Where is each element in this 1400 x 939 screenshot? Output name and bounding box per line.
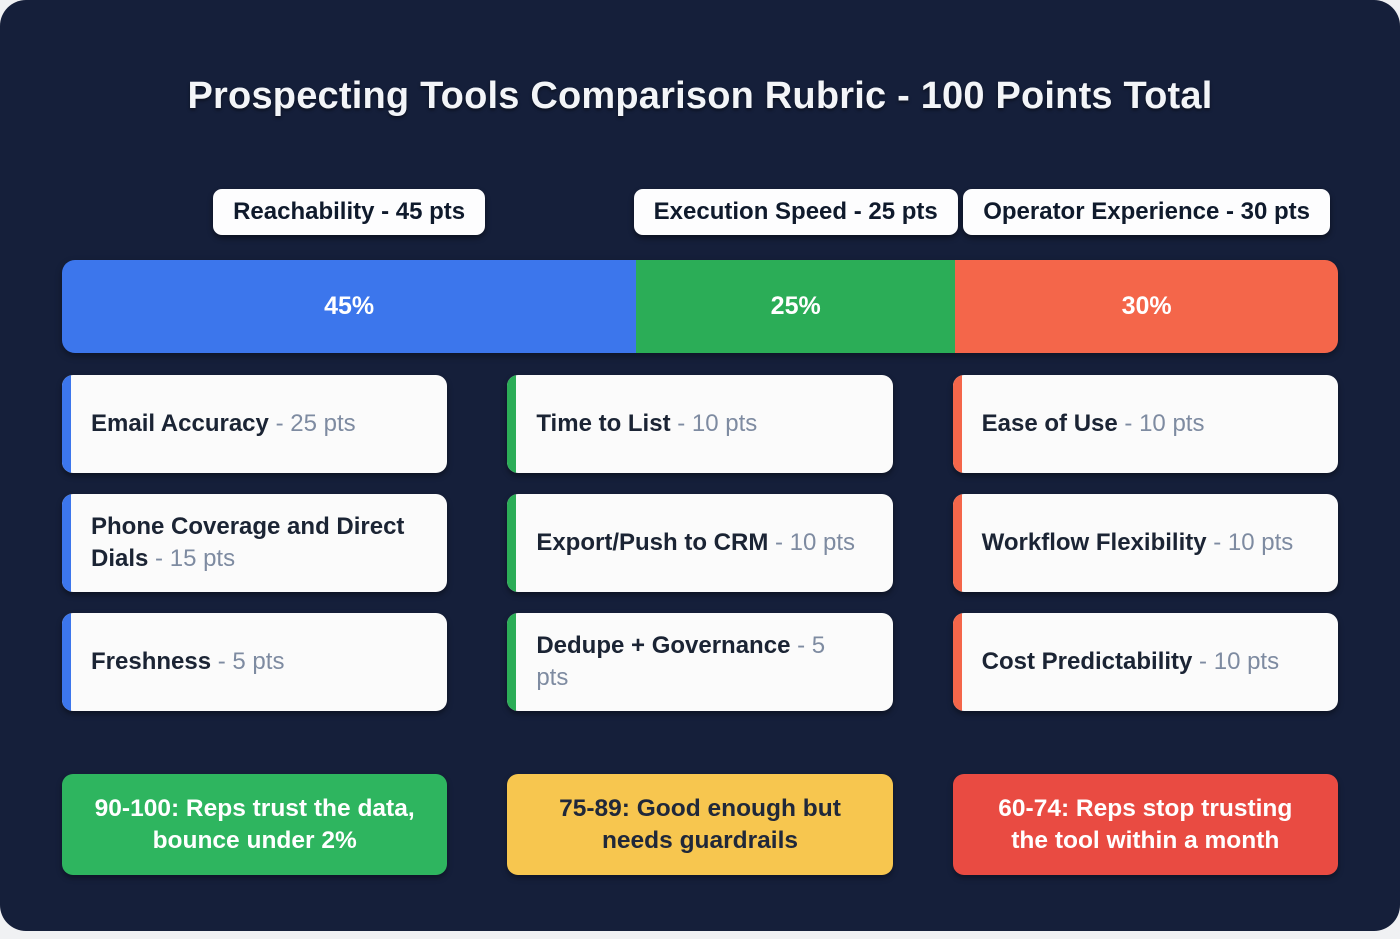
criterion-name: Dedupe + Governance bbox=[536, 631, 791, 659]
criterion-text: Export/Push to CRM - 10 pts bbox=[507, 527, 891, 559]
criterion-points: 25 pts bbox=[290, 409, 356, 437]
criterion-text: Freshness - 5 pts bbox=[62, 646, 320, 678]
bar-segment-label: 25% bbox=[770, 292, 821, 320]
card-accent-stripe bbox=[952, 375, 962, 473]
card-accent-stripe bbox=[507, 613, 517, 711]
criterion-card-export-push-to-crm: Export/Push to CRM - 10 pts bbox=[507, 494, 893, 592]
criterion-separator: - bbox=[797, 631, 806, 659]
page-title: Prospecting Tools Comparison Rubric - 10… bbox=[187, 75, 1213, 117]
criterion-separator: - bbox=[1124, 409, 1133, 437]
column-execution-speed: Time to List - 10 pts Export/Push to CRM… bbox=[507, 375, 893, 711]
criterion-points: 5 pts bbox=[232, 647, 285, 675]
card-accent-stripe bbox=[507, 494, 517, 592]
criterion-card-dedupe-governance: Dedupe + Governance - 5 pts bbox=[507, 613, 893, 711]
bar-segment-label: 30% bbox=[1121, 292, 1172, 320]
criterion-text: Workflow Flexibility - 10 pts bbox=[953, 527, 1330, 559]
criterion-points: 10 pts bbox=[789, 528, 856, 556]
criterion-name: Freshness bbox=[91, 647, 212, 675]
criterion-points: 10 pts bbox=[1227, 528, 1294, 556]
criterion-points: 10 pts bbox=[1139, 409, 1205, 437]
criterion-card-workflow-flexibility: Workflow Flexibility - 10 pts bbox=[952, 494, 1338, 592]
score-band-90-100: 90-100: Reps trust the data, bounce unde… bbox=[62, 774, 448, 875]
criterion-text: Ease of Use - 10 pts bbox=[953, 408, 1241, 440]
criterion-card-email-accuracy: Email Accuracy - 25 pts bbox=[62, 375, 448, 473]
criterion-card-cost-predictability: Cost Predictability - 10 pts bbox=[952, 613, 1338, 711]
criterion-name: Workflow Flexibility bbox=[981, 528, 1207, 556]
card-accent-stripe bbox=[62, 613, 71, 711]
score-band-row: 90-100: Reps trust the data, bounce unde… bbox=[62, 774, 1338, 875]
criterion-text: Email Accuracy - 25 pts bbox=[62, 408, 392, 440]
bar-segment-execution-speed: 25% bbox=[636, 260, 956, 353]
criterion-text: Phone Coverage and Direct Dials - 15 pts bbox=[62, 511, 447, 576]
criterion-name: Export/Push to CRM bbox=[536, 528, 769, 556]
criterion-text: Cost Predictability - 10 pts bbox=[953, 646, 1315, 678]
category-header-cell-reachability: Reachability - 45 pts bbox=[62, 188, 636, 235]
category-pill-operator-experience: Operator Experience - 30 pts bbox=[963, 188, 1330, 235]
weight-stacked-bar: 45% 25% 30% bbox=[62, 260, 1338, 353]
bar-segment-reachability: 45% bbox=[62, 260, 637, 353]
category-header-cell-operator-experience: Operator Experience - 30 pts bbox=[955, 188, 1338, 235]
criterion-name: Phone Coverage and Direct Dials bbox=[91, 512, 405, 572]
card-accent-stripe bbox=[62, 494, 71, 592]
category-pill-reachability: Reachability - 45 pts bbox=[213, 188, 486, 235]
category-pill-execution-speed: Execution Speed - 25 pts bbox=[633, 188, 958, 235]
criterion-separator: - bbox=[1213, 528, 1222, 556]
bar-segment-operator-experience: 30% bbox=[955, 260, 1338, 353]
criterion-separator: - bbox=[677, 409, 686, 437]
criterion-card-freshness: Freshness - 5 pts bbox=[62, 613, 448, 711]
criterion-separator: - bbox=[775, 528, 783, 556]
criterion-separator: - bbox=[1199, 647, 1208, 675]
criterion-points: 15 pts bbox=[169, 545, 236, 572]
category-header-row: Reachability - 45 pts Execution Speed - … bbox=[62, 188, 1338, 235]
card-accent-stripe bbox=[507, 375, 517, 473]
criterion-name: Cost Predictability bbox=[981, 647, 1193, 675]
criterion-card-ease-of-use: Ease of Use - 10 pts bbox=[952, 375, 1338, 473]
criterion-separator: - bbox=[155, 545, 164, 572]
criterion-text: Dedupe + Governance - 5 pts bbox=[507, 630, 892, 695]
card-accent-stripe bbox=[952, 613, 962, 711]
score-band-60-74: 60-74: Reps stop trusting the tool withi… bbox=[952, 774, 1338, 875]
criterion-card-phone-coverage: Phone Coverage and Direct Dials - 15 pts bbox=[62, 494, 448, 592]
column-operator-experience: Ease of Use - 10 pts Workflow Flexibilit… bbox=[952, 375, 1338, 711]
category-header-cell-execution-speed: Execution Speed - 25 pts bbox=[633, 188, 958, 235]
criterion-points: 10 pts bbox=[1213, 647, 1280, 675]
criterion-separator: - bbox=[275, 409, 284, 437]
criterion-text: Time to List - 10 pts bbox=[507, 408, 793, 440]
card-accent-stripe bbox=[952, 494, 962, 592]
card-accent-stripe bbox=[62, 375, 71, 473]
criterion-name: Email Accuracy bbox=[91, 409, 269, 437]
criterion-points: 10 pts bbox=[691, 409, 758, 437]
criteria-grid: Email Accuracy - 25 pts Phone Coverage a… bbox=[62, 375, 1338, 711]
criterion-name: Time to List bbox=[536, 409, 671, 437]
bar-segment-label: 45% bbox=[324, 292, 375, 320]
criterion-separator: - bbox=[217, 647, 226, 675]
score-band-75-89: 75-89: Good enough but needs guardrails bbox=[507, 774, 893, 875]
column-reachability: Email Accuracy - 25 pts Phone Coverage a… bbox=[62, 375, 448, 711]
criterion-card-time-to-list: Time to List - 10 pts bbox=[507, 375, 893, 473]
criterion-name: Ease of Use bbox=[981, 409, 1118, 437]
criterion-points: 5 pts bbox=[536, 631, 826, 691]
